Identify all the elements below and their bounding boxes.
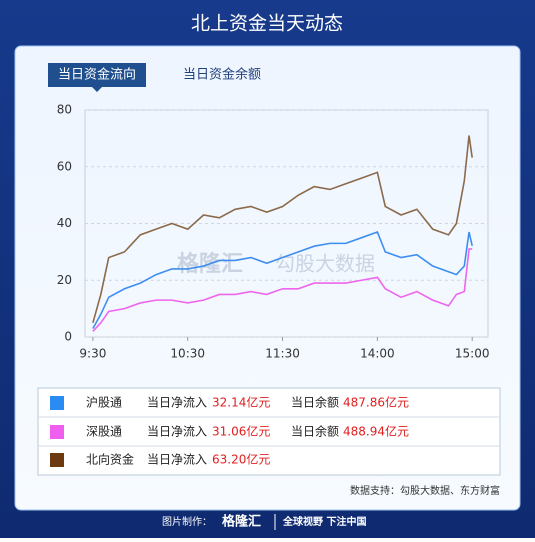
legend-swatch bbox=[50, 453, 64, 467]
series-line bbox=[92, 135, 473, 324]
legend-label: 沪股通 bbox=[86, 396, 122, 410]
summary-value: 31.06亿元 bbox=[212, 424, 270, 439]
watermark: 勾股大数据 bbox=[275, 252, 375, 276]
y-tick-label: 60 bbox=[57, 159, 72, 173]
legend-swatch bbox=[50, 396, 64, 410]
summary-label: 当日净流入 bbox=[147, 453, 207, 467]
y-tick-label: 0 bbox=[64, 330, 72, 344]
legend-swatch bbox=[50, 425, 64, 439]
summary-value: 487.86亿元 bbox=[343, 395, 409, 410]
y-tick-label: 40 bbox=[57, 216, 72, 230]
summary-label: 当日净流入 bbox=[147, 396, 207, 410]
summary-value: 32.14亿元 bbox=[212, 395, 270, 410]
series-line bbox=[92, 230, 473, 329]
y-tick-label: 20 bbox=[57, 273, 72, 287]
legend-label: 深股通 bbox=[86, 425, 122, 439]
legend-box bbox=[37, 387, 501, 476]
tab[interactable]: 当日资金余额 bbox=[183, 67, 261, 83]
x-tick-label: 14:00 bbox=[360, 347, 395, 361]
summary-value: 63.20亿元 bbox=[212, 452, 270, 467]
summary-label: 当日净流入 bbox=[147, 425, 207, 439]
tab[interactable]: 当日资金流向 bbox=[58, 67, 136, 83]
summary-value: 488.94亿元 bbox=[343, 424, 409, 439]
y-tick-label: 80 bbox=[57, 103, 72, 117]
title: 北上资金当天动态 bbox=[191, 13, 343, 35]
footer-slogan: 全球视野 下注中国 bbox=[282, 515, 366, 528]
footer-brand: 格隆汇 bbox=[222, 514, 261, 530]
footer-label: 图片制作： bbox=[162, 515, 212, 528]
x-tick-label: 11:30 bbox=[265, 347, 300, 361]
active-tab[interactable] bbox=[48, 63, 146, 87]
source: 数据支持：勾股大数据、东方财富 bbox=[350, 484, 500, 497]
x-tick-label: 15:00 bbox=[455, 347, 490, 361]
series-line bbox=[92, 248, 473, 332]
x-tick-label: 9:30 bbox=[79, 347, 106, 361]
summary-label: 当日余额 bbox=[291, 424, 339, 439]
summary-label: 当日余额 bbox=[291, 395, 339, 410]
legend-label: 北向资金 bbox=[86, 452, 134, 467]
x-tick-label: 10:30 bbox=[170, 347, 205, 361]
tab-pointer bbox=[92, 87, 102, 92]
